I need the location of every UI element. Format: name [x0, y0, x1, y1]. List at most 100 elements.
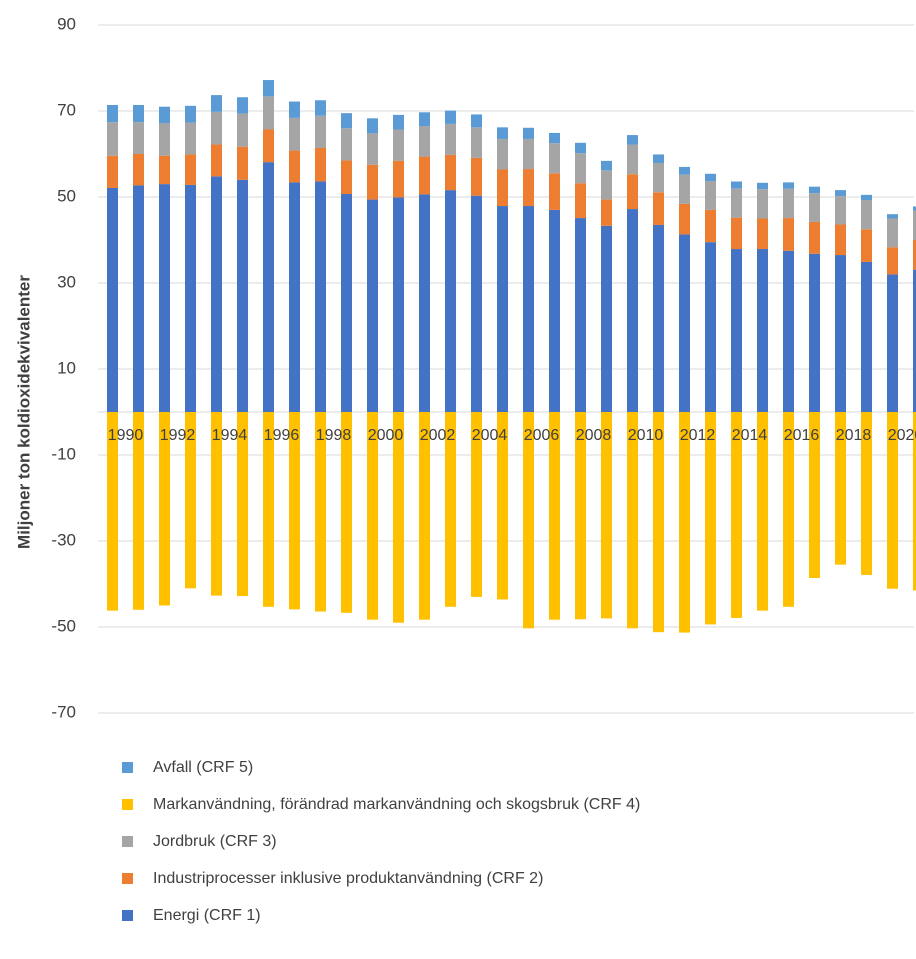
bar-segment-1997-s4	[289, 412, 300, 610]
y-tick-label: 30	[57, 272, 76, 291]
bar-segment-2003-s3	[445, 123, 456, 155]
bar-segment-2019-s4	[861, 412, 872, 575]
bar-segment-2004-s4	[471, 412, 482, 597]
bar-segment-2018-s2	[835, 224, 846, 256]
bar-segment-1990-s2	[107, 155, 118, 188]
bar-segment-2018-s3	[835, 196, 846, 225]
bar-segment-2009-s2	[601, 199, 612, 226]
bar-segment-2019-s1	[861, 261, 872, 412]
bar-segment-2017-s5	[809, 186, 820, 194]
bar-segment-2005-s4	[497, 412, 508, 600]
y-tick-label: -50	[51, 616, 76, 635]
bar-segment-2016-s5	[783, 182, 794, 189]
bar-segment-2021-s1	[913, 269, 916, 412]
bar-segment-2009-s1	[601, 225, 612, 412]
bar-segment-2017-s1	[809, 253, 820, 412]
x-tick-label: 1992	[160, 427, 196, 444]
legend-label: Markanvändning, förändrad markanvändning…	[153, 796, 640, 813]
y-tick-label: 90	[57, 14, 76, 33]
bar-segment-1993-s2	[185, 154, 196, 185]
bar-segment-1996-s4	[263, 412, 274, 607]
bar-segment-2012-s4	[679, 412, 690, 633]
bar-segment-2002-s3	[419, 126, 430, 157]
legend-label: Energi (CRF 1)	[153, 907, 261, 924]
bar-segment-1991-s4	[133, 412, 144, 610]
bar-segment-1993-s1	[185, 184, 196, 412]
bar-segment-2019-s2	[861, 229, 872, 262]
bar-segment-2004-s1	[471, 195, 482, 412]
y-tick-label: -70	[51, 702, 76, 721]
bar-segment-1998-s2	[315, 147, 326, 182]
legend: Avfall (CRF 5) Markanvändning, förändrad …	[122, 759, 640, 924]
bar-segment-2000-s2	[367, 164, 378, 200]
bar-segment-1996-s5	[263, 80, 274, 97]
bar-segment-2008-s4	[575, 412, 586, 620]
bar-segment-1995-s4	[237, 412, 248, 597]
bar-segment-1992-s1	[159, 184, 170, 412]
bar-segment-2008-s3	[575, 153, 586, 184]
x-tick-label: 2020	[888, 427, 916, 444]
bar-segment-1999-s2	[341, 160, 352, 194]
bar-segment-1997-s5	[289, 101, 300, 118]
bar-segment-2002-s2	[419, 156, 430, 195]
bar-segment-1991-s2	[133, 154, 144, 186]
y-tick-label: 50	[57, 186, 76, 205]
legend-label: Avfall (CRF 5)	[153, 759, 253, 776]
y-axis-ticks: 90 70 50 30 10 -10 -30 -50 -70	[51, 14, 76, 721]
bar-segment-1997-s3	[289, 117, 300, 151]
bar-segment-1999-s4	[341, 412, 352, 613]
x-tick-label: 1994	[212, 427, 248, 444]
bar-segment-1991-s1	[133, 185, 144, 412]
bar-segment-2008-s5	[575, 142, 586, 154]
bar-segment-2016-s4	[783, 412, 794, 607]
legend-swatch	[122, 873, 133, 884]
bar-segment-2010-s1	[627, 209, 638, 412]
x-tick-label: 1998	[316, 427, 352, 444]
bar-segment-2015-s5	[757, 182, 768, 190]
y-tick-label: 10	[57, 358, 76, 377]
x-tick-label: 2012	[680, 427, 716, 444]
bar-segment-1994-s2	[211, 144, 222, 177]
bar-segment-1993-s5	[185, 105, 196, 123]
bar-segment-2014-s3	[731, 188, 742, 218]
x-tick-label: 2016	[784, 427, 820, 444]
bar-segment-1998-s5	[315, 100, 326, 116]
bar-segment-2020-s4	[887, 412, 898, 589]
bar-segment-2015-s2	[757, 218, 768, 250]
bar-segment-1995-s1	[237, 179, 248, 412]
x-tick-label: 2002	[420, 427, 456, 444]
bar-segment-1993-s3	[185, 122, 196, 155]
bar-segment-2021-s5	[913, 206, 916, 211]
bar-segment-2005-s3	[497, 138, 508, 170]
y-tick-label: -30	[51, 530, 76, 549]
bar-segment-1997-s2	[289, 150, 300, 183]
bar-segment-2012-s1	[679, 234, 690, 412]
bar-segment-2016-s2	[783, 218, 794, 251]
bar-segment-2005-s5	[497, 127, 508, 139]
bar-segment-2010-s4	[627, 412, 638, 629]
x-tick-label: 2006	[524, 427, 560, 444]
bar-segment-2011-s3	[653, 163, 664, 193]
bar-segment-1999-s1	[341, 193, 352, 412]
bar-segment-2010-s3	[627, 144, 638, 175]
x-tick-label: 2018	[836, 427, 872, 444]
bar-segment-2014-s2	[731, 217, 742, 250]
bar-segment-2017-s3	[809, 193, 820, 222]
x-tick-label: 1996	[264, 427, 300, 444]
bar-segment-2006-s4	[523, 412, 534, 629]
legend-swatch	[122, 762, 133, 773]
bar-segment-1991-s5	[133, 104, 144, 123]
bar-segment-2013-s3	[705, 181, 716, 210]
bar-segment-2000-s5	[367, 118, 378, 134]
bar-segment-2006-s2	[523, 169, 534, 207]
bar-segment-2006-s5	[523, 127, 534, 139]
bar-segment-1992-s2	[159, 155, 170, 185]
legend-label: Jordbruk (CRF 3)	[153, 833, 277, 850]
bar-segment-2011-s4	[653, 412, 664, 633]
bar-segment-1990-s1	[107, 187, 118, 412]
bar-segment-2003-s5	[445, 110, 456, 124]
x-axis-ticks: 1990 1992 1994 1996 1998 2000 2002 2004 2006 2008…	[108, 427, 916, 444]
x-tick-label: 2000	[368, 427, 404, 444]
bar-segment-2013-s4	[705, 412, 716, 625]
